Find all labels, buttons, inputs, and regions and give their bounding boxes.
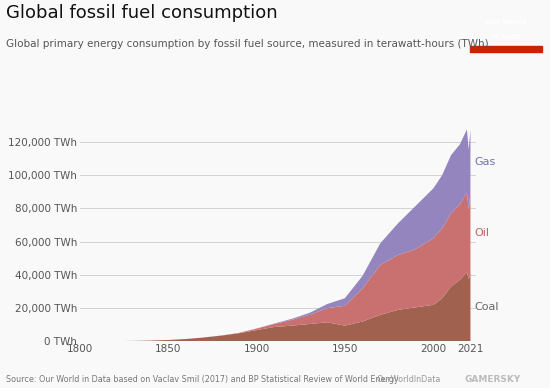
Text: OurWorldInData: OurWorldInData bbox=[377, 375, 441, 384]
Bar bbox=[470, 46, 542, 52]
Text: GAMERSKY: GAMERSKY bbox=[465, 375, 521, 384]
Text: Coal: Coal bbox=[475, 302, 499, 312]
Text: Our World: Our World bbox=[485, 19, 527, 25]
Text: in Data: in Data bbox=[491, 34, 521, 40]
Text: Global fossil fuel consumption: Global fossil fuel consumption bbox=[6, 4, 277, 22]
Text: Oil: Oil bbox=[475, 229, 490, 238]
Text: Global primary energy consumption by fossil fuel source, measured in terawatt-ho: Global primary energy consumption by fos… bbox=[6, 39, 492, 49]
Text: Gas: Gas bbox=[475, 157, 496, 167]
Text: Source: Our World in Data based on Vaclav Smil (2017) and BP Statistical Review : Source: Our World in Data based on Vacla… bbox=[6, 375, 398, 384]
